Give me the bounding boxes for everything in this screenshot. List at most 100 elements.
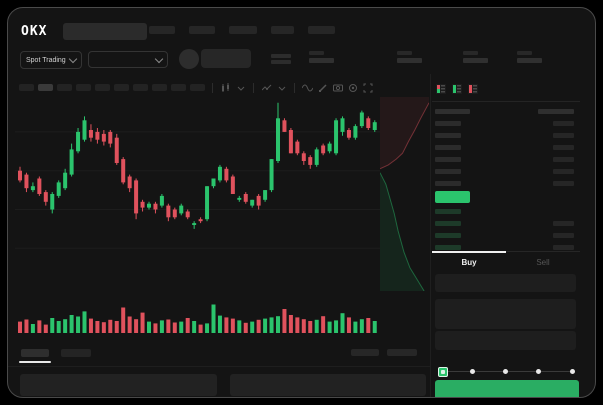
camera-icon[interactable] xyxy=(332,82,343,93)
tab-buy[interactable]: Buy xyxy=(461,258,477,267)
bottom-tab-active[interactable] xyxy=(21,349,49,357)
divider xyxy=(253,82,254,93)
timeframe-button[interactable] xyxy=(19,84,34,91)
bottom-right-control[interactable] xyxy=(387,349,417,356)
order-input-1[interactable] xyxy=(435,299,576,329)
bottom-right-control[interactable] xyxy=(351,349,379,356)
chart-toolbar xyxy=(19,82,373,93)
orderbook-mode-switcher xyxy=(436,81,478,99)
amount-bar xyxy=(553,121,574,126)
ticker-stat xyxy=(517,51,542,63)
okx-logo: OKX xyxy=(21,24,48,39)
volume-chart xyxy=(15,299,380,335)
buy-submit-button[interactable] xyxy=(435,380,579,397)
search-input[interactable] xyxy=(63,23,147,40)
price-bar xyxy=(435,145,461,150)
price-bar xyxy=(435,209,461,214)
indicators-icon[interactable] xyxy=(261,82,272,93)
amount-slider[interactable] xyxy=(438,367,575,377)
orderbook-row[interactable] xyxy=(435,221,574,227)
account-button[interactable] xyxy=(201,49,251,68)
settings-icon[interactable] xyxy=(347,82,358,93)
ticker-stat xyxy=(309,51,334,63)
divider xyxy=(8,366,430,367)
depth-chart xyxy=(379,97,430,292)
price-bar xyxy=(435,245,461,250)
draw-icon[interactable] xyxy=(317,82,328,93)
ticker-value xyxy=(517,58,542,63)
book-asks-icon[interactable] xyxy=(468,81,478,99)
last-price-row[interactable] xyxy=(435,191,470,203)
price-header xyxy=(435,109,470,114)
amount-bar xyxy=(553,181,574,186)
pair-select[interactable] xyxy=(88,51,168,68)
slider-stop[interactable] xyxy=(569,369,575,374)
orderbook-row[interactable] xyxy=(435,181,574,187)
candle-style-icon[interactable] xyxy=(220,82,231,93)
price-bar xyxy=(435,157,461,162)
orders-panel xyxy=(20,374,217,396)
ticker-stat xyxy=(463,51,488,63)
book-split-icon[interactable] xyxy=(436,81,446,99)
timeframe-button[interactable] xyxy=(133,84,148,91)
orderbook-row[interactable] xyxy=(435,169,574,175)
top-nav xyxy=(149,26,335,34)
orderbook-row[interactable] xyxy=(435,157,574,163)
chevron-down-icon xyxy=(154,54,164,63)
nav-item[interactable] xyxy=(229,26,257,34)
divider xyxy=(212,82,213,93)
bottom-tab-underline xyxy=(19,361,51,363)
orderbook-row[interactable] xyxy=(435,209,574,215)
amount-bar xyxy=(553,133,574,138)
timeframe-button[interactable] xyxy=(171,84,186,91)
price-bar xyxy=(435,169,461,174)
timeframe-button[interactable] xyxy=(95,84,110,91)
order-input-2[interactable] xyxy=(435,331,576,350)
orderbook-row[interactable] xyxy=(435,133,574,139)
order-input-0[interactable] xyxy=(435,274,576,292)
nav-item[interactable] xyxy=(189,26,215,34)
slider-stop[interactable] xyxy=(503,369,508,374)
timeframe-button[interactable] xyxy=(114,84,129,91)
orderbook-row[interactable] xyxy=(435,121,574,127)
orderbook-header xyxy=(435,109,574,115)
market-type-select[interactable]: Spot Trading xyxy=(20,51,82,69)
nav-item[interactable] xyxy=(271,26,294,34)
nav-item[interactable] xyxy=(149,26,175,34)
candlestick-chart[interactable] xyxy=(15,97,380,291)
ticker-label xyxy=(463,51,478,55)
amount-bar xyxy=(553,245,574,250)
orderbook-row[interactable] xyxy=(435,145,574,151)
timeframe-button[interactable] xyxy=(76,84,91,91)
divider xyxy=(294,82,295,93)
orderbook-trade-panel: Buy Sell xyxy=(430,74,595,397)
tab-sell[interactable]: Sell xyxy=(536,258,550,267)
amount-bar xyxy=(553,157,574,162)
timeframe-button[interactable] xyxy=(38,84,53,91)
slider-stop[interactable] xyxy=(469,369,475,374)
slider-stop[interactable] xyxy=(536,369,542,374)
ticker-value xyxy=(397,58,422,63)
fullscreen-icon[interactable] xyxy=(362,82,373,93)
amount-bar xyxy=(553,145,574,150)
market-type-label: Spot Trading xyxy=(26,56,66,64)
chevron-down-icon[interactable] xyxy=(276,82,287,93)
chevron-down-icon xyxy=(68,54,78,64)
avatar[interactable] xyxy=(179,49,199,69)
ticker-value xyxy=(463,58,488,63)
amount-bar xyxy=(553,221,574,226)
ticker-value xyxy=(309,58,334,63)
chevron-down-icon[interactable] xyxy=(235,82,246,93)
orderbook-row[interactable] xyxy=(435,233,574,239)
nav-item[interactable] xyxy=(308,26,335,34)
slider-handle[interactable] xyxy=(438,367,448,377)
book-bids-icon[interactable] xyxy=(452,81,462,99)
timeframe-button[interactable] xyxy=(57,84,72,91)
bottom-tab[interactable] xyxy=(61,349,91,357)
timeframe-button[interactable] xyxy=(190,84,205,91)
price-bar xyxy=(435,221,461,226)
orderbook-row[interactable] xyxy=(435,245,574,251)
price-bar xyxy=(435,233,461,238)
line-tool-icon[interactable] xyxy=(302,82,313,93)
timeframe-button[interactable] xyxy=(152,84,167,91)
